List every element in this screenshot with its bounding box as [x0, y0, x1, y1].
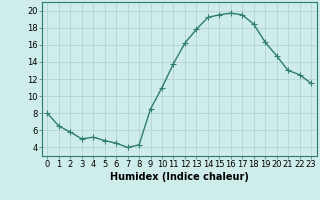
X-axis label: Humidex (Indice chaleur): Humidex (Indice chaleur) [110, 172, 249, 182]
